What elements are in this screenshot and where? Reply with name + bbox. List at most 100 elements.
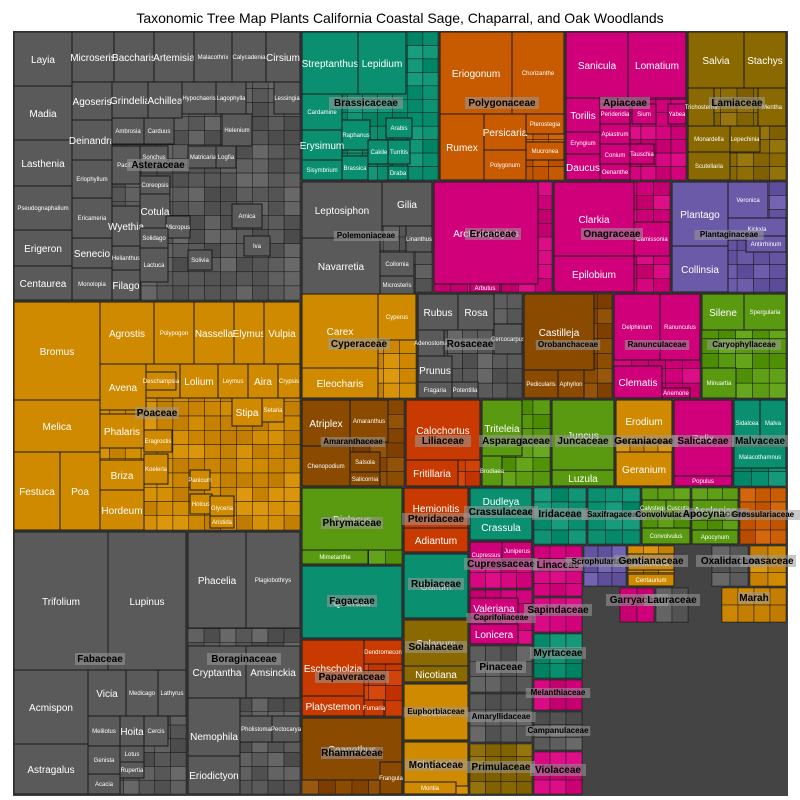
family-label: Sapindaceae [527, 605, 589, 616]
family-label: Rubiaceae [411, 579, 461, 590]
filler-cell [252, 144, 269, 160]
filler-cell [755, 529, 771, 545]
genus-label: Rumex [446, 143, 478, 154]
filler-cell [485, 743, 502, 757]
genus-label: Stipa [236, 408, 259, 419]
genus-label: Brodiaea [480, 469, 505, 475]
filler-cell [283, 271, 301, 287]
filler-cell [582, 368, 598, 384]
family-label: Montiaceae [409, 760, 464, 771]
family-label: Amaryllidaceae [472, 712, 531, 721]
filler-cell [204, 229, 221, 244]
filler-cell [753, 152, 770, 167]
family-label: Cupressaceae [467, 559, 535, 570]
filler-cell [188, 186, 205, 202]
family-label: Fabaceae [77, 654, 123, 665]
genus-label: Iva [253, 244, 262, 250]
filler-cell [220, 186, 237, 202]
filler-cell [283, 229, 301, 244]
filler-cell [533, 663, 551, 679]
genus-label: Fumaria [363, 706, 386, 712]
family-label: Apiaceae [603, 98, 647, 109]
filler-cell [768, 471, 787, 487]
filler-cell [236, 144, 253, 160]
filler-cell [565, 583, 583, 597]
genus-cell [627, 31, 687, 99]
filler-cell [267, 172, 285, 188]
genus-label: Brassica [343, 166, 367, 172]
filler-cell [565, 779, 583, 795]
filler-cell [751, 471, 769, 487]
filler-cell [283, 116, 301, 131]
filler-cell [492, 293, 508, 310]
genus-cell [439, 113, 485, 181]
filler-cell [533, 633, 551, 649]
filler-cell [739, 529, 756, 545]
filler-cell [532, 166, 549, 181]
filler-cell [172, 444, 190, 459]
filler-cell [124, 186, 142, 202]
genus-label: Triteleia [484, 424, 520, 435]
genus-label: Malacothamnus [739, 455, 781, 461]
filler-cell [236, 186, 253, 202]
genus-label: Apiastrum [601, 132, 628, 138]
filler-cell [156, 487, 174, 502]
filler-cell [251, 779, 269, 795]
filler-cell [749, 572, 769, 587]
filler-cell [415, 250, 433, 265]
genus-cell [387, 165, 409, 181]
family-label: Euphorbiaceae [407, 707, 465, 716]
genus-label: Coreopsis [141, 183, 168, 189]
filler-cell [220, 458, 237, 474]
genus-label: Scutellaria [695, 164, 724, 170]
genus-label: Lagophylla [216, 96, 246, 102]
filler-cell [568, 529, 587, 545]
filler-cell [156, 285, 174, 301]
filler-cell [399, 382, 417, 399]
genus-label: Leptosiphon [315, 206, 370, 217]
genus-label: Madia [29, 109, 57, 120]
filler-cell [172, 487, 190, 502]
filler-cell [383, 368, 400, 384]
filler-cell [636, 209, 654, 224]
genus-label: Perideridia [601, 112, 630, 118]
filler-cell [252, 487, 269, 502]
genus-label: Sisymbrium [306, 168, 337, 174]
filler-cell [267, 285, 285, 301]
genus-label: Chenopodium [307, 464, 344, 470]
genus-label: Tauschia [630, 152, 654, 158]
genus-label: Arnica [238, 214, 256, 220]
filler-cell [251, 752, 269, 767]
filler-cell [422, 139, 439, 154]
filler-cell [422, 99, 439, 113]
family-label: Rosaceae [447, 339, 494, 350]
filler-cell [172, 501, 190, 516]
genus-cell [71, 31, 115, 83]
family-label: Orobanchaceae [538, 340, 599, 349]
filler-cell [753, 278, 770, 293]
genus-label: Helianthus [112, 256, 140, 262]
filler-cell [220, 271, 237, 287]
filler-cell [386, 399, 405, 415]
filler-cell [515, 471, 534, 487]
filler-cell [267, 158, 285, 174]
filler-cell [252, 130, 269, 146]
filler-cell [170, 738, 187, 753]
filler-cell [477, 382, 493, 399]
filler-cell [138, 779, 155, 795]
filler-cell [386, 442, 405, 458]
filler-cell [477, 368, 493, 384]
genus-cell [357, 31, 407, 95]
genus-label: Clematis [619, 378, 658, 389]
genus-label: Arbutus [475, 286, 496, 292]
filler-cell [236, 472, 253, 488]
filler-cell [549, 583, 567, 597]
filler-cell [172, 144, 190, 160]
family-label: Brassicaceae [334, 98, 398, 109]
genus-label: Briza [111, 471, 134, 482]
genus-label: Crassula [481, 523, 521, 534]
filler-cell [485, 781, 502, 795]
genus-cell [301, 31, 359, 95]
family-label: Salicaceae [677, 436, 729, 447]
genus-label: Persicaria [483, 128, 528, 139]
